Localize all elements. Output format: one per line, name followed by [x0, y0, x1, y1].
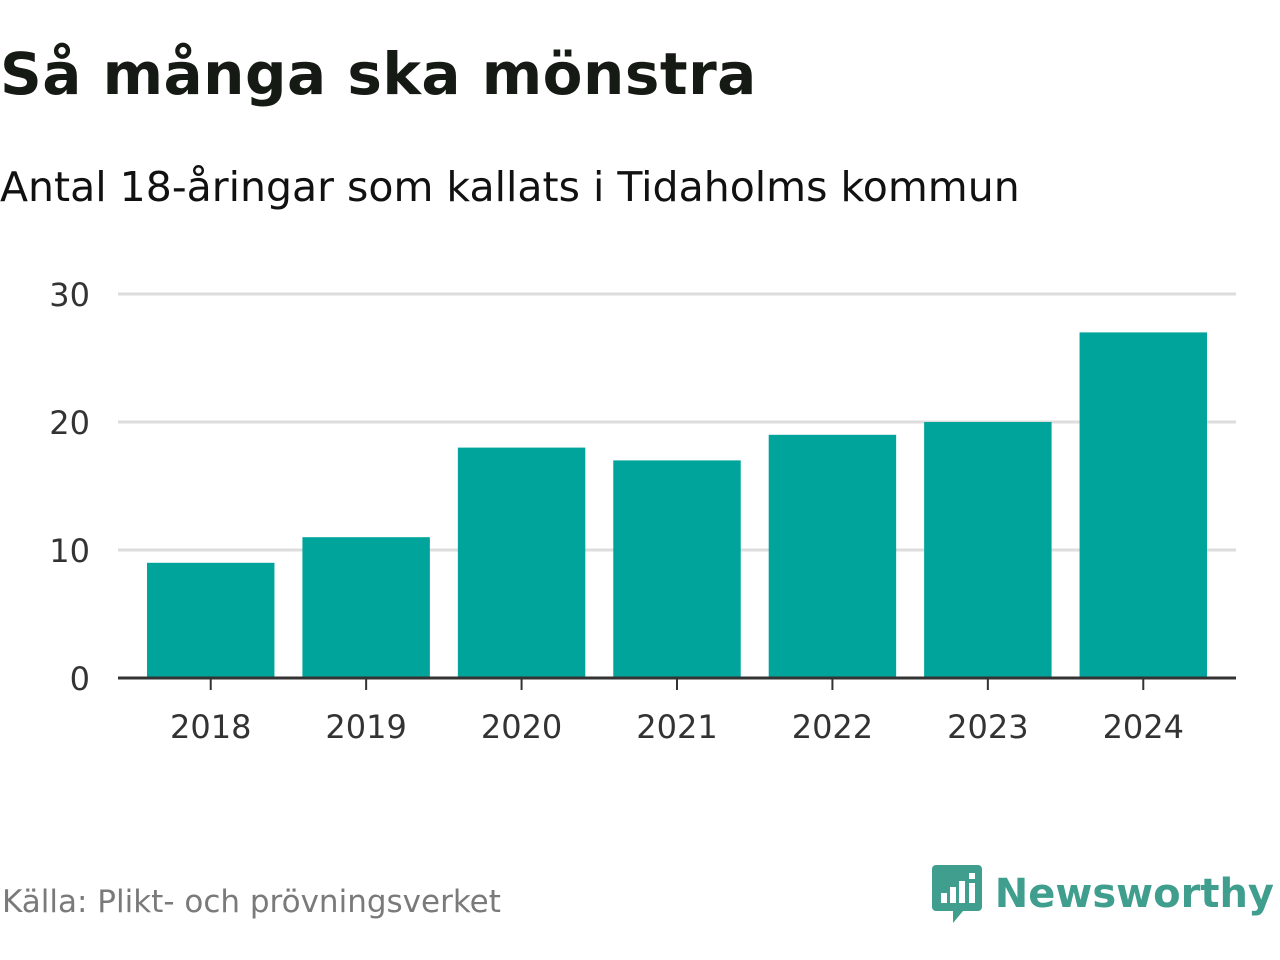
- x-tick-label: 2018: [170, 708, 251, 746]
- bar-2023: [924, 422, 1052, 678]
- y-tick-label: 10: [49, 532, 90, 570]
- x-tick-label: 2019: [325, 708, 406, 746]
- bars: [146, 332, 1208, 678]
- x-tick-label: 2021: [636, 708, 717, 746]
- y-tick-label: 0: [70, 660, 90, 698]
- bar-2022: [768, 434, 897, 678]
- chart-title: Så många ska mönstra: [0, 40, 757, 108]
- brand-logo: Newsworthy: [931, 862, 1274, 926]
- x-tick-label: 2024: [1103, 708, 1184, 746]
- x-tick-label: 2022: [792, 708, 873, 746]
- bar-chart: 0 10 20 30 2018 2019 2020 2021 2022 2023 2024: [49, 276, 1236, 746]
- x-tick-label: 2023: [947, 708, 1028, 746]
- source-note: Källa: Plikt- och prövningsverket: [2, 884, 501, 920]
- chart-subtitle: Antal 18-åringar som kallats i Tidaholms…: [0, 163, 1020, 211]
- brand-name: Newsworthy: [994, 871, 1274, 917]
- y-axis-ticks: 0 10 20 30: [49, 276, 90, 698]
- bar-2019: [302, 537, 430, 678]
- bar-2020: [457, 447, 586, 678]
- chart-bubble-icon: [931, 865, 982, 923]
- x-tick-label: 2020: [481, 708, 562, 746]
- y-tick-label: 20: [49, 404, 90, 442]
- bar-2024: [1079, 332, 1208, 678]
- bar-2018: [146, 562, 275, 678]
- y-tick-label: 30: [49, 276, 90, 314]
- bar-2021: [613, 460, 741, 678]
- x-axis: 2018 2019 2020 2021 2022 2023 2024: [118, 676, 1236, 746]
